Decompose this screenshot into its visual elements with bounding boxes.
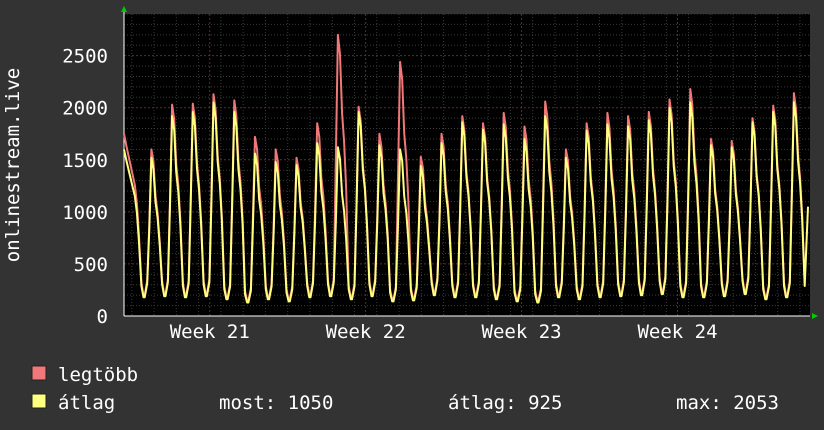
- y-tick-label: 2000: [62, 98, 108, 120]
- y-tick-label: 500: [74, 254, 108, 276]
- stat-max: max: 2053: [676, 392, 779, 414]
- y-axis-label: onlinestream.live: [2, 68, 24, 262]
- y-tick-labels: 0 500 1000 1500 2000 2500: [62, 46, 108, 328]
- x-tick-label: Week 23: [482, 321, 562, 343]
- x-tick-label: Week 21: [170, 321, 250, 343]
- y-tick-label: 0: [97, 306, 108, 328]
- legend-swatch-legtobb: [31, 365, 47, 381]
- series-lines: [123, 33, 809, 304]
- legend-swatch-atlag: [31, 393, 47, 409]
- x-axis-arrow-icon: [812, 313, 818, 319]
- y-axis-arrow-icon: [121, 6, 127, 12]
- y-tick-label: 1000: [62, 202, 108, 224]
- legend-label-legtobb: legtöbb: [58, 364, 138, 386]
- stat-average: átlag: 925: [448, 392, 562, 414]
- y-tick-label: 2500: [62, 46, 108, 68]
- x-tick-labels: Week 21 Week 22 Week 23 Week 24: [170, 321, 718, 343]
- legend-label-atlag: átlag: [58, 392, 115, 414]
- x-tick-label: Week 24: [637, 321, 717, 343]
- stat-now: most: 1050: [219, 392, 333, 414]
- y-tick-label: 1500: [62, 150, 108, 172]
- x-tick-label: Week 22: [326, 321, 406, 343]
- series-line-atlag: [123, 101, 809, 304]
